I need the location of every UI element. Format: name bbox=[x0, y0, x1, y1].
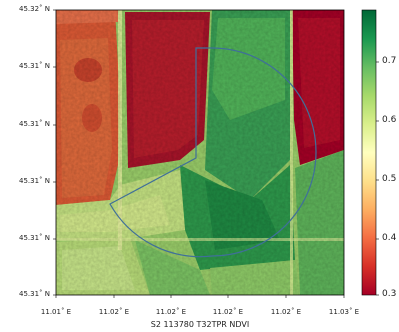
map-frame bbox=[55, 9, 345, 296]
y-tick-label: 45.31˚ N bbox=[18, 290, 50, 298]
x-tick-label: 11.03˚ E bbox=[328, 308, 360, 316]
y-tick-label: 45.32˚ N bbox=[18, 5, 50, 13]
y-tick-label: 45.31˚ N bbox=[18, 234, 50, 242]
y-tick-label: 45.31˚ N bbox=[18, 120, 50, 128]
colorbar bbox=[361, 9, 377, 296]
colorbar-tick-label: 0.6 bbox=[382, 115, 397, 125]
sector-outline bbox=[109, 47, 317, 258]
colorbar-tick-label: 0.7 bbox=[382, 56, 397, 66]
colorbar-tick-label: 0.3 bbox=[382, 289, 397, 299]
y-tick-label: 45.31˚ N bbox=[18, 62, 50, 70]
colorbar-tick-label: 0.5 bbox=[382, 174, 397, 184]
y-tick-label: 45.31˚ N bbox=[18, 177, 50, 185]
x-tick-label: 11.01˚ E bbox=[40, 308, 72, 316]
x-tick-label: 11.02˚ E bbox=[270, 308, 302, 316]
x-tick-label: 11.02˚ E bbox=[155, 308, 187, 316]
colorbar-tick-marks bbox=[376, 61, 379, 296]
x-axis-label: S2 113780 T32TPR NDVI bbox=[150, 320, 250, 329]
ndvi-raster bbox=[56, 10, 344, 295]
y-tick-marks bbox=[53, 9, 56, 296]
x-tick-label: 11.02˚ E bbox=[98, 308, 130, 316]
x-tick-marks bbox=[55, 295, 345, 298]
x-tick-label: 11.02˚ E bbox=[212, 308, 244, 316]
colorbar-tick-label: 0.4 bbox=[382, 233, 397, 243]
